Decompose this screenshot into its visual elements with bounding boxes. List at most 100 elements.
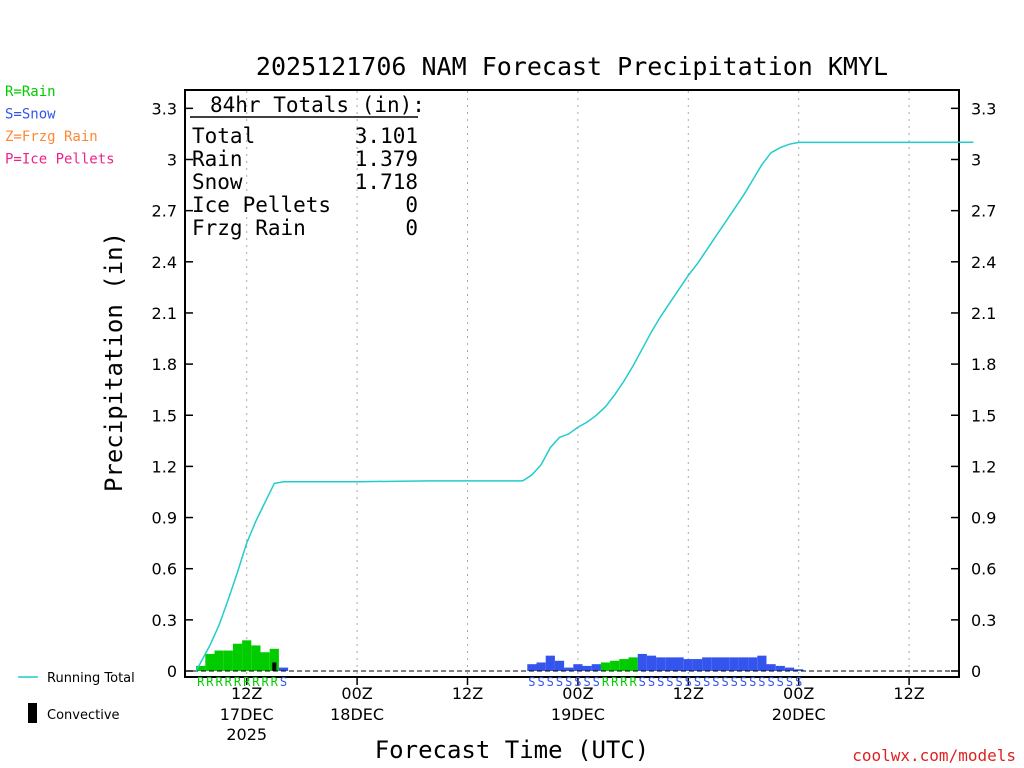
- y-tick-label-right: 2.7: [971, 202, 996, 221]
- rain-bar: [196, 665, 206, 671]
- snow-bar: [794, 669, 804, 671]
- y-tick-label-left: 2.7: [152, 202, 177, 221]
- running-total-line: [195, 141, 974, 672]
- ptype-code: S: [795, 675, 802, 689]
- x-tick-date: 19DEC: [551, 705, 605, 724]
- rain-bar: [269, 648, 279, 671]
- y-tick-label-right: 2.4: [971, 253, 996, 272]
- snow-bar: [637, 653, 647, 671]
- credit-link[interactable]: coolwx.com/models: [852, 746, 1016, 765]
- x-tick-date: 17DEC: [220, 705, 274, 724]
- snow-bar: [582, 665, 592, 671]
- precip-bars: [196, 640, 804, 671]
- ptype-code: S: [280, 675, 287, 689]
- rain-bar: [242, 640, 252, 671]
- totals-row-label: Total: [192, 124, 255, 148]
- snow-bar: [278, 667, 289, 671]
- snow-bar: [748, 657, 758, 671]
- snow-bar: [738, 657, 749, 671]
- y-axis-label: Precipitation (in): [100, 232, 128, 492]
- x-tick-label: 00Z: [562, 684, 593, 703]
- ptype-code: S: [740, 675, 747, 689]
- ptype-code: R: [629, 675, 637, 689]
- y-tick-label-left: 0.3: [152, 611, 177, 630]
- ptype-code: S: [786, 675, 793, 689]
- totals-row-label: Ice Pellets: [192, 193, 331, 217]
- ptype-code: R: [261, 675, 269, 689]
- convective-legend-label: Convective: [47, 708, 120, 723]
- ptype-code: R: [243, 675, 251, 689]
- ptype-code: S: [666, 675, 673, 689]
- x-tick-label: 12Z: [673, 684, 704, 703]
- totals-row-label: Rain: [192, 147, 243, 171]
- snow-bar: [665, 657, 675, 671]
- snow-bar: [702, 657, 712, 671]
- ptype-code: S: [685, 675, 692, 689]
- ptype-code: R: [271, 675, 279, 689]
- ptype-code: S: [593, 675, 600, 689]
- ptype-code: R: [611, 675, 619, 689]
- ptype-code: S: [767, 675, 774, 689]
- totals-header: 84hr Totals (in):: [210, 93, 425, 117]
- y-tick-label-right: 1.2: [971, 457, 996, 476]
- rain-bar: [223, 650, 233, 671]
- rain-bar: [260, 652, 270, 671]
- snow-bar: [729, 657, 739, 671]
- x-tick-date: 20DEC: [772, 705, 826, 724]
- y-tick-label-right: 3.3: [971, 99, 996, 118]
- rain-bar: [205, 653, 215, 671]
- x-axis-label: Forecast Time (UTC): [375, 736, 650, 764]
- snow-bar: [784, 667, 795, 671]
- snow-bar: [683, 659, 693, 671]
- snow-bar: [527, 664, 537, 671]
- y-tick-label-left: 1.2: [152, 457, 177, 476]
- ptype-code: R: [620, 675, 628, 689]
- ptype-code: S: [657, 675, 664, 689]
- snow-bar: [766, 664, 776, 671]
- snow-bar: [646, 655, 657, 671]
- snow-bar: [554, 660, 565, 671]
- type-legend-item: P=Ice Pellets: [5, 152, 115, 168]
- snow-bar: [536, 662, 546, 671]
- rain-bar: [251, 645, 261, 671]
- rain-bar: [619, 659, 629, 671]
- y-tick-label-right: 1.5: [971, 406, 996, 425]
- running-total-legend-label: Running Total: [47, 671, 135, 686]
- y-tick-label-left: 2.1: [152, 304, 177, 323]
- snow-bar: [656, 657, 666, 671]
- snow-bar: [674, 657, 684, 671]
- ptype-code: S: [675, 675, 682, 689]
- y-tick-label-left: 0: [167, 662, 177, 681]
- rain-bar: [214, 650, 224, 671]
- x-tick-year: 2025: [226, 725, 267, 744]
- ptype-code: R: [197, 675, 205, 689]
- x-tick-label: 12Z: [231, 684, 262, 703]
- rain-bar: [600, 662, 611, 671]
- y-tick-label-left: 0.6: [152, 560, 177, 579]
- x-tick-label: 00Z: [341, 684, 372, 703]
- ptype-code: S: [749, 675, 756, 689]
- ptype-code: R: [602, 675, 610, 689]
- ptype-code: S: [537, 675, 544, 689]
- snow-bar: [720, 657, 730, 671]
- totals-row-value: 1.718: [355, 170, 418, 194]
- ptype-code: S: [777, 675, 784, 689]
- snow-bar: [775, 665, 785, 671]
- y-tick-label-right: 0.9: [971, 509, 996, 528]
- ptype-code: S: [758, 675, 765, 689]
- y-tick-label-left: 0.9: [152, 509, 177, 528]
- snow-bar: [591, 664, 601, 671]
- y-tick-label-left: 1.8: [152, 355, 177, 374]
- ptype-code: S: [574, 675, 581, 689]
- snow-bar: [692, 659, 703, 671]
- snow-bar: [545, 655, 555, 671]
- y-tick-label-right: 2.1: [971, 304, 996, 323]
- snow-bar: [564, 667, 574, 671]
- ptype-code: R: [206, 675, 214, 689]
- rain-bar: [610, 660, 620, 671]
- ptype-code: S: [731, 675, 738, 689]
- ptype-code: S: [694, 675, 701, 689]
